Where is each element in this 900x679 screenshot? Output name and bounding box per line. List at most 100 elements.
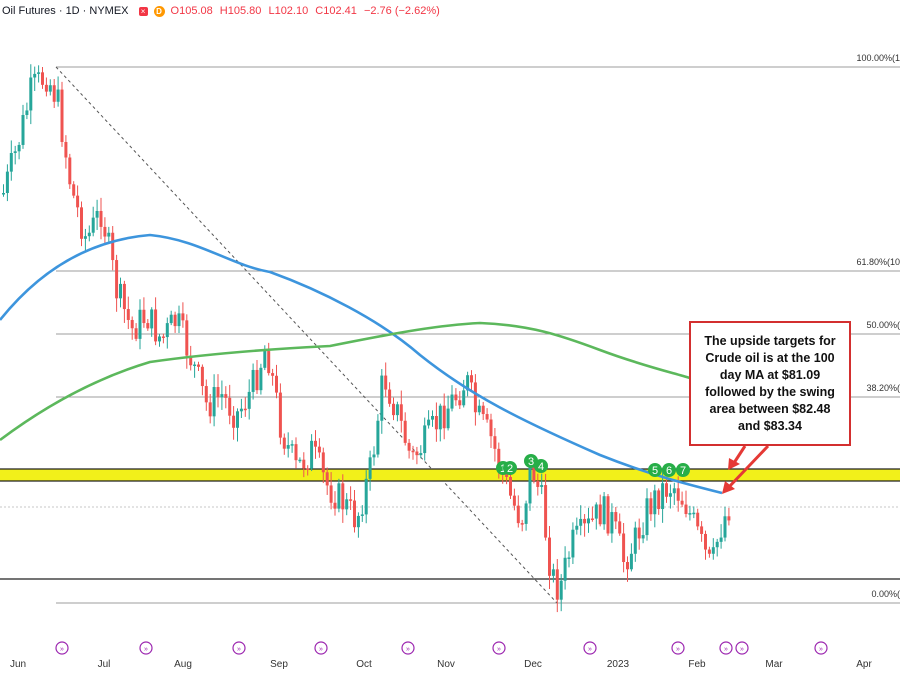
x-tick-label: Feb — [688, 659, 706, 670]
candle-body — [555, 569, 559, 600]
candle-body — [512, 495, 516, 506]
candle-body — [676, 488, 680, 501]
candle-body — [594, 504, 598, 519]
candle-body — [434, 416, 438, 430]
candle-body — [239, 408, 243, 412]
dividend-icon[interactable]: D — [153, 5, 165, 17]
fib-label: 61.80%(10 — [856, 257, 900, 267]
candle-body — [536, 481, 540, 487]
x-tick-label: 2023 — [607, 659, 630, 670]
marker-label: 7 — [680, 465, 686, 477]
candle-body — [41, 72, 44, 85]
close-icon[interactable]: × — [138, 6, 148, 16]
event-icon-glyph: » — [237, 646, 241, 653]
candle-body — [653, 490, 657, 515]
candle-body — [314, 440, 317, 447]
candle-body — [224, 394, 228, 398]
candle-body — [275, 375, 278, 393]
candle-body — [204, 386, 208, 403]
candle-body — [306, 468, 310, 470]
candle-body — [271, 373, 275, 376]
candle-body — [567, 557, 571, 559]
candle-body — [60, 89, 64, 142]
candle-body — [633, 527, 637, 554]
candle-body — [711, 547, 715, 554]
candle-body — [134, 328, 138, 339]
candle-body — [286, 445, 290, 449]
candle-body — [161, 336, 165, 338]
symbol-title: Oil Futures · 1D · NYMEX — [2, 5, 129, 17]
candle-body — [29, 77, 33, 111]
candle-body — [193, 364, 197, 367]
candle-body — [629, 553, 633, 570]
candle-body — [372, 454, 376, 458]
candle-body — [407, 442, 411, 451]
candle-body — [321, 452, 325, 473]
event-icon-glyph: » — [740, 646, 744, 653]
candle-body — [212, 387, 216, 417]
marker-label: 5 — [652, 465, 658, 477]
candle-body — [723, 516, 727, 538]
candle-body — [544, 485, 548, 538]
candle-body — [446, 408, 450, 429]
candle-body — [76, 195, 80, 208]
candle-body — [403, 420, 407, 443]
fib-label: 50.00%( — [866, 320, 900, 330]
event-icon — [55, 641, 69, 655]
candle-body — [154, 309, 158, 342]
candle-body — [579, 518, 583, 526]
candle-body — [438, 405, 442, 430]
annotation-text: The upside targets for Crude oil is at t… — [704, 333, 836, 433]
candle-body — [493, 436, 497, 449]
candle-body — [645, 498, 649, 536]
candle-body — [532, 465, 536, 482]
marker-label: 2 — [507, 463, 513, 475]
candle-body — [388, 389, 392, 404]
candle-body — [715, 541, 719, 548]
event-icon — [314, 641, 328, 655]
candle-body — [341, 483, 345, 510]
candle-body — [384, 375, 388, 390]
candle-body — [298, 459, 302, 462]
candle-body — [559, 580, 563, 600]
candle-body — [103, 226, 107, 237]
candle-body — [462, 390, 466, 406]
candle-body — [259, 367, 263, 391]
candle-body — [353, 500, 356, 528]
open-value: O105.08 — [170, 5, 213, 17]
candle-body — [83, 236, 87, 239]
high-value: H105.80 — [219, 5, 262, 17]
candle-body — [356, 515, 360, 528]
candle-body — [540, 485, 544, 487]
low-value: L102.10 — [268, 5, 309, 17]
candle-body — [571, 529, 575, 558]
candle-body — [399, 404, 403, 421]
candle-body — [704, 533, 707, 550]
x-tick-label: Apr — [856, 659, 872, 670]
candle-body — [528, 465, 532, 504]
candle-body — [587, 518, 590, 524]
candle-body — [130, 319, 134, 329]
candle-body — [606, 496, 610, 534]
candle-body — [208, 402, 212, 417]
candle-body — [122, 283, 126, 310]
candle-body — [243, 408, 247, 411]
x-tick-label: Aug — [174, 659, 192, 670]
candle-body — [181, 313, 185, 321]
candle-body — [48, 85, 52, 92]
candle-body — [329, 485, 333, 503]
candle-body — [551, 569, 555, 576]
event-icon-glyph: » — [319, 646, 323, 653]
x-tick-label: Sep — [270, 659, 288, 670]
candle-body — [696, 512, 700, 527]
candle-body — [458, 400, 462, 406]
event-icon — [719, 641, 733, 655]
marker-label: 4 — [538, 461, 544, 473]
candle-body — [91, 217, 95, 233]
candle-body — [146, 323, 150, 329]
candle-body — [310, 440, 314, 469]
candle-body — [169, 314, 173, 324]
candle-body — [672, 488, 676, 494]
